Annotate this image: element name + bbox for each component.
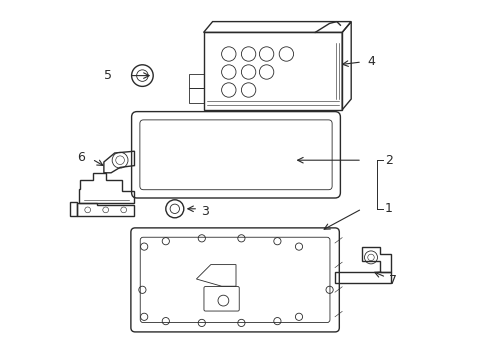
- Text: 1: 1: [385, 202, 392, 215]
- Text: 4: 4: [368, 55, 375, 68]
- Text: 3: 3: [201, 205, 209, 218]
- Text: 7: 7: [389, 274, 397, 287]
- Text: 2: 2: [385, 154, 392, 167]
- Text: 6: 6: [77, 151, 85, 164]
- Text: 5: 5: [104, 69, 112, 82]
